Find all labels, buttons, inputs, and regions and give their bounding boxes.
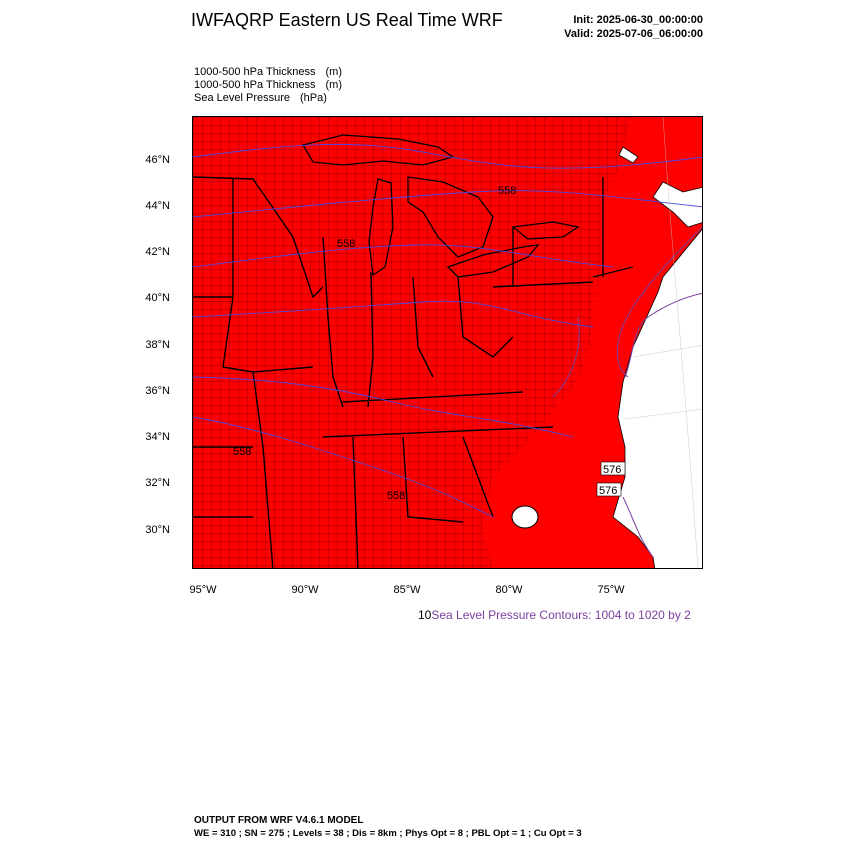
lat-label: 44°N [145, 200, 170, 212]
lake-erie [446, 244, 540, 278]
weather-map[interactable]: 576 576 558 558 558 558 [192, 116, 703, 569]
graticule [624, 117, 702, 568]
field-unit: (m) [325, 66, 343, 78]
contour-label: 558 [498, 185, 516, 197]
state-boundaries [193, 176, 634, 568]
contour-label: 576 [599, 485, 617, 497]
lon-label: 75°W [597, 584, 625, 596]
lat-label: 34°N [145, 431, 170, 443]
field-unit: (m) [325, 79, 343, 91]
contour-label-group: 576 576 558 558 558 558 [233, 185, 626, 502]
field-name: 1000-500 hPa Thickness [194, 79, 316, 91]
lon-label: 90°W [291, 584, 319, 596]
lat-label: 42°N [145, 246, 170, 258]
lon-label: 85°W [393, 584, 421, 596]
lat-label: 40°N [145, 292, 170, 304]
field-label-thickness-1: 1000-500 hPa Thickness (m) [194, 66, 342, 78]
contour-info: 10Sea Level Pressure Contours: 1004 to 1… [418, 608, 691, 622]
valid-time: Valid: 2025-07-06_06:00:00 [564, 28, 703, 40]
contour-label: 576 [603, 464, 621, 476]
unfilled-maine-coast [652, 181, 702, 228]
land-county-grid [193, 117, 633, 568]
lat-label: 46°N [145, 154, 170, 166]
lake-superior [301, 134, 455, 166]
lon-label: 95°W [189, 584, 217, 596]
lake-michigan [368, 178, 394, 277]
contour-label: 558 [387, 490, 405, 502]
model-output-line: OUTPUT FROM WRF V4.6.1 MODEL [194, 815, 364, 826]
contour-label: 558 [233, 446, 251, 458]
contour-info-lead: 10 [418, 608, 432, 622]
lat-label: 38°N [145, 339, 170, 351]
pressure-contours [552, 226, 702, 558]
init-time: Init: 2025-06-30_00:00:00 [573, 14, 703, 26]
contour-info-text: Sea Level Pressure Contours: 1004 to 102… [431, 608, 691, 622]
lat-label: 30°N [145, 524, 170, 536]
lat-label: 32°N [145, 477, 170, 489]
map-canvas: 576 576 558 558 558 558 [193, 117, 702, 568]
lake-huron [407, 176, 494, 258]
unfilled-patch [618, 146, 639, 164]
field-name: Sea Level Pressure [194, 92, 290, 104]
field-name: 1000-500 hPa Thickness [194, 66, 316, 78]
lon-label: 80°W [495, 584, 523, 596]
lake-ontario [511, 221, 580, 240]
field-label-thickness-2: 1000-500 hPa Thickness (m) [194, 79, 342, 91]
map-title: IWFAQRP Eastern US Real Time WRF [191, 10, 503, 30]
thickness-contours [193, 143, 702, 518]
model-config-line: WE = 310 ; SN = 275 ; Levels = 38 ; Dis … [194, 828, 582, 839]
contour-label: 558 [337, 238, 355, 250]
field-label-slp: Sea Level Pressure (hPa) [194, 92, 327, 104]
lat-label: 36°N [145, 385, 170, 397]
unfilled-hole [511, 505, 539, 529]
field-unit: (hPa) [300, 92, 327, 104]
